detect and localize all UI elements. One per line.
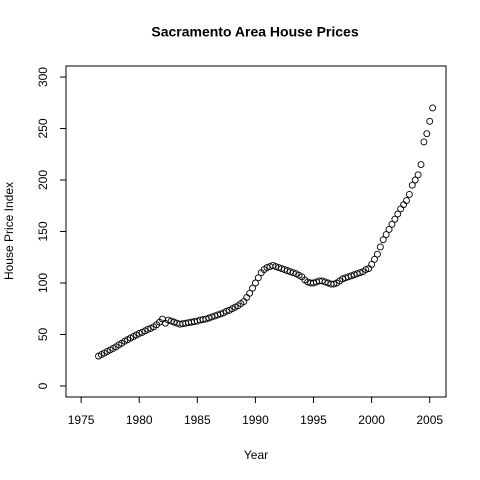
x-axis-label: Year [244, 448, 268, 462]
point [321, 278, 329, 286]
point [135, 330, 143, 337]
point [385, 225, 393, 233]
point [275, 264, 283, 271]
point [342, 274, 349, 282]
y-tick-label: 150 [36, 221, 50, 241]
point [344, 273, 352, 281]
point [417, 161, 425, 169]
point [376, 243, 384, 251]
point [263, 264, 271, 271]
x-tick-label: 1990 [242, 413, 269, 427]
y-tick-label: 0 [36, 382, 50, 389]
point [429, 104, 437, 112]
point [254, 274, 262, 282]
point [403, 197, 410, 205]
point [353, 270, 361, 278]
point [362, 266, 370, 274]
point [356, 269, 364, 277]
point [426, 117, 434, 125]
point [281, 266, 288, 274]
point [388, 220, 396, 228]
x-tick-label: 2000 [358, 413, 385, 427]
point [144, 325, 152, 333]
point [411, 176, 419, 184]
y-tick-label: 100 [36, 273, 50, 293]
point [249, 284, 256, 292]
point [394, 210, 402, 218]
point [371, 255, 378, 263]
point [391, 215, 399, 223]
x-tick-label: 1980 [126, 413, 153, 427]
point [205, 314, 213, 322]
point [202, 315, 210, 323]
x-tick-label: 1985 [184, 413, 211, 427]
x-tick-label: 1975 [68, 413, 95, 427]
point [211, 312, 219, 320]
point [269, 262, 277, 269]
point [373, 250, 381, 258]
point [318, 277, 326, 285]
point [217, 310, 225, 318]
point [414, 171, 422, 179]
point [330, 280, 338, 288]
y-tick-label: 200 [36, 170, 50, 190]
point [420, 138, 428, 146]
x-tick-label: 2005 [416, 413, 443, 427]
point [368, 261, 376, 268]
point [167, 317, 175, 325]
point [251, 279, 259, 287]
point [214, 311, 222, 319]
point [222, 307, 230, 315]
point [164, 316, 172, 324]
point [286, 268, 294, 276]
point [246, 289, 254, 297]
point [310, 279, 317, 287]
point [405, 190, 413, 198]
point [289, 269, 297, 277]
point [339, 275, 347, 283]
x-tick-label: 1995 [300, 413, 327, 427]
point [347, 272, 355, 280]
point [272, 263, 280, 270]
chart-title: Sacramento Area House Prices [151, 24, 358, 40]
y-tick-label: 300 [36, 67, 50, 87]
y-axis-label: House Price Index [2, 182, 16, 280]
y-tick-label: 250 [36, 118, 50, 138]
point [379, 236, 387, 244]
point [278, 265, 286, 273]
y-tick-label: 50 [36, 327, 50, 341]
point [382, 231, 390, 239]
point [350, 271, 358, 279]
point [408, 181, 416, 189]
point [423, 130, 431, 138]
point [170, 318, 178, 326]
point [283, 267, 291, 275]
point [208, 313, 216, 321]
